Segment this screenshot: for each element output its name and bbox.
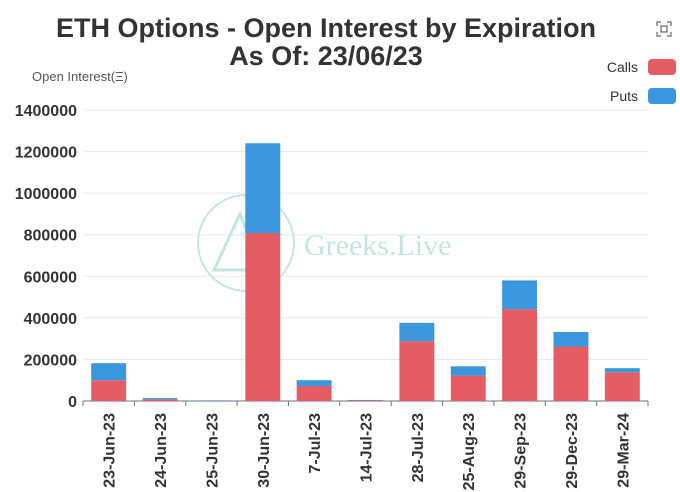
y-tick-label: 1000000: [15, 186, 77, 203]
bar-puts-28-Jul-23[interactable]: [399, 322, 435, 342]
x-ticks: 23-Jun-23 24-Jun-23 25-Jun-23 30-Jun-23 7-Ju…: [82, 401, 649, 490]
bar-puts-25-Jun-23[interactable]: [193, 400, 229, 401]
bar-calls-7-Jul-23[interactable]: [296, 386, 332, 401]
bar-puts-24-Jun-23[interactable]: [142, 398, 178, 400]
x-tick-label: 25-Aug-23: [461, 413, 478, 490]
bar-puts-29-Dec-23[interactable]: [553, 331, 589, 347]
chart-title-line1: ETH Options - Open Interest by Expiratio…: [55, 13, 597, 43]
y-tick-label: 200000: [24, 352, 77, 369]
bar-puts-14-Jul-23[interactable]: [348, 399, 383, 401]
x-tick-label: 25-Jun-23: [204, 413, 221, 488]
x-tick-label: 14-Jul-23: [359, 413, 376, 482]
bar-calls-29-Sep-23[interactable]: [502, 309, 538, 401]
y-tick-label: 600000: [24, 269, 77, 286]
bar-puts-23-Jun-23[interactable]: [91, 363, 127, 381]
y-ticks: 0 200000 400000 600000 800000 1000000 1200000 1…: [15, 103, 77, 411]
bar-calls-29-Mar-24[interactable]: [604, 372, 640, 401]
chart-title: ETH Options - Open Interest by Expiratio…: [0, 14, 652, 70]
bar-calls-25-Aug-23[interactable]: [450, 375, 486, 401]
bar-puts-29-Mar-24[interactable]: [604, 368, 640, 373]
watermark-text: Greeks.Live: [304, 229, 451, 262]
legend-label-puts: Puts: [609, 88, 638, 104]
y-tick-label: 0: [68, 394, 77, 411]
fullscreen-icon[interactable]: [656, 21, 672, 37]
y-tick-label: 1400000: [15, 103, 77, 120]
legend: Calls Puts: [607, 57, 676, 115]
bar-calls-24-Jun-23[interactable]: [142, 399, 178, 401]
x-tick-label: 30-Jun-23: [256, 413, 273, 488]
bar-puts-7-Jul-23[interactable]: [296, 380, 332, 387]
bar-calls-28-Jul-23[interactable]: [399, 341, 435, 401]
legend-swatch-calls: [648, 59, 676, 75]
legend-swatch-puts: [648, 88, 676, 104]
y-tick-label: 1200000: [15, 145, 77, 162]
x-tick-label: 7-Jul-23: [307, 413, 324, 474]
x-tick-label: 23-Jun-23: [102, 413, 119, 488]
bar-puts-29-Sep-23[interactable]: [502, 280, 538, 310]
bar-puts-30-Jun-23[interactable]: [245, 143, 281, 234]
x-tick-label: 29-Dec-23: [564, 413, 581, 489]
legend-item-calls[interactable]: Calls: [607, 57, 676, 77]
bar-calls-30-Jun-23[interactable]: [245, 233, 281, 401]
legend-item-puts[interactable]: Puts: [607, 86, 676, 106]
chart-title-line2: As Of: 23/06/23: [229, 41, 423, 71]
x-tick-label: 24-Jun-23: [153, 413, 170, 488]
bar-puts-25-Aug-23[interactable]: [450, 366, 486, 376]
x-tick-label: 28-Jul-23: [410, 413, 427, 482]
legend-label-calls: Calls: [606, 59, 638, 75]
y-tick-label: 800000: [24, 228, 77, 245]
bar-calls-23-Jun-23[interactable]: [91, 380, 127, 401]
bar-calls-29-Dec-23[interactable]: [553, 346, 589, 401]
bars: [91, 143, 640, 402]
bar-calls-14-Jul-23[interactable]: [348, 400, 383, 401]
y-axis-label: Open Interest(Ξ): [32, 69, 128, 84]
x-tick-label: 29-Mar-24: [615, 413, 632, 488]
x-tick-label: 29-Sep-23: [513, 413, 530, 489]
y-tick-label: 400000: [24, 311, 77, 328]
